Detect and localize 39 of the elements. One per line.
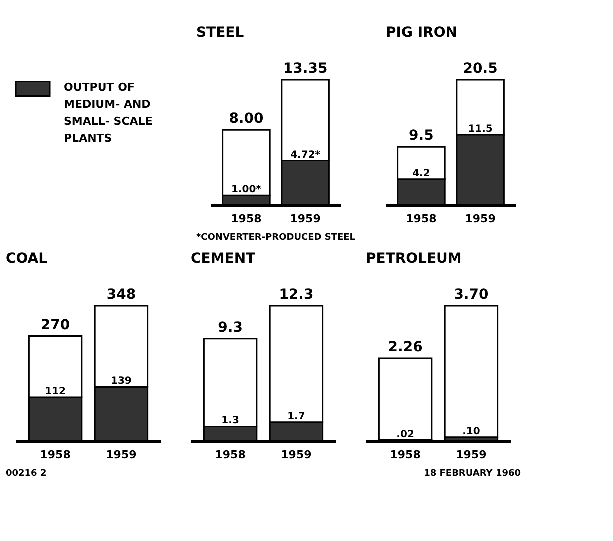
x-tick-label: 1958 [215,448,246,462]
chart-title: CEMENT [191,251,256,267]
data-label: 11.5 [468,124,493,135]
total-label: 3.70 [454,287,489,303]
x-tick-label: 1958 [406,212,437,226]
chart-title: PETROLEUM [366,251,462,267]
chart-title: STEEL [196,25,244,41]
total-label: 348 [106,287,136,303]
text: *CONVERTER-PRODUCED STEEL [196,233,356,243]
x-tick-label: 1959 [290,212,321,226]
data-label: 1.00* [232,184,262,196]
chart-title: PIG IRON [386,25,458,41]
total-label: 12.3 [279,287,314,303]
x-tick-label: 1958 [390,448,421,462]
total-label: 13.35 [283,61,328,77]
x-tick-label: 1959 [106,448,137,462]
data-label: .02 [396,429,414,440]
total-label: 2.26 [388,340,423,356]
text: 00216 2 [6,469,47,479]
data-label: 4.72* [290,150,322,161]
data-label: .10 [462,426,480,438]
data-label: 139 [111,376,132,388]
total-label: 9.3 [218,320,243,336]
legend-label: OUTPUT OF MEDIUM- AND SMALL- SCALE PLANTS [64,80,153,145]
x-tick-label: 1959 [465,212,496,226]
x-tick-label: 1959 [456,448,487,462]
total-label: 20.5 [463,61,498,77]
text: 18 FEBRUARY 1960 [424,469,521,479]
total-label: 8.00 [229,111,264,128]
chart-title: COAL [6,251,48,267]
data-label: 1.3 [222,416,240,427]
data-label: 1.7 [288,411,306,422]
total-label: 9.5 [409,128,434,144]
x-tick-label: 1958 [40,448,71,462]
x-tick-label: 1959 [281,448,312,462]
data-label: 4.2 [412,168,430,180]
x-tick-label: 1958 [231,212,262,226]
data-label: 112 [45,386,66,398]
total-label: 270 [40,317,70,334]
